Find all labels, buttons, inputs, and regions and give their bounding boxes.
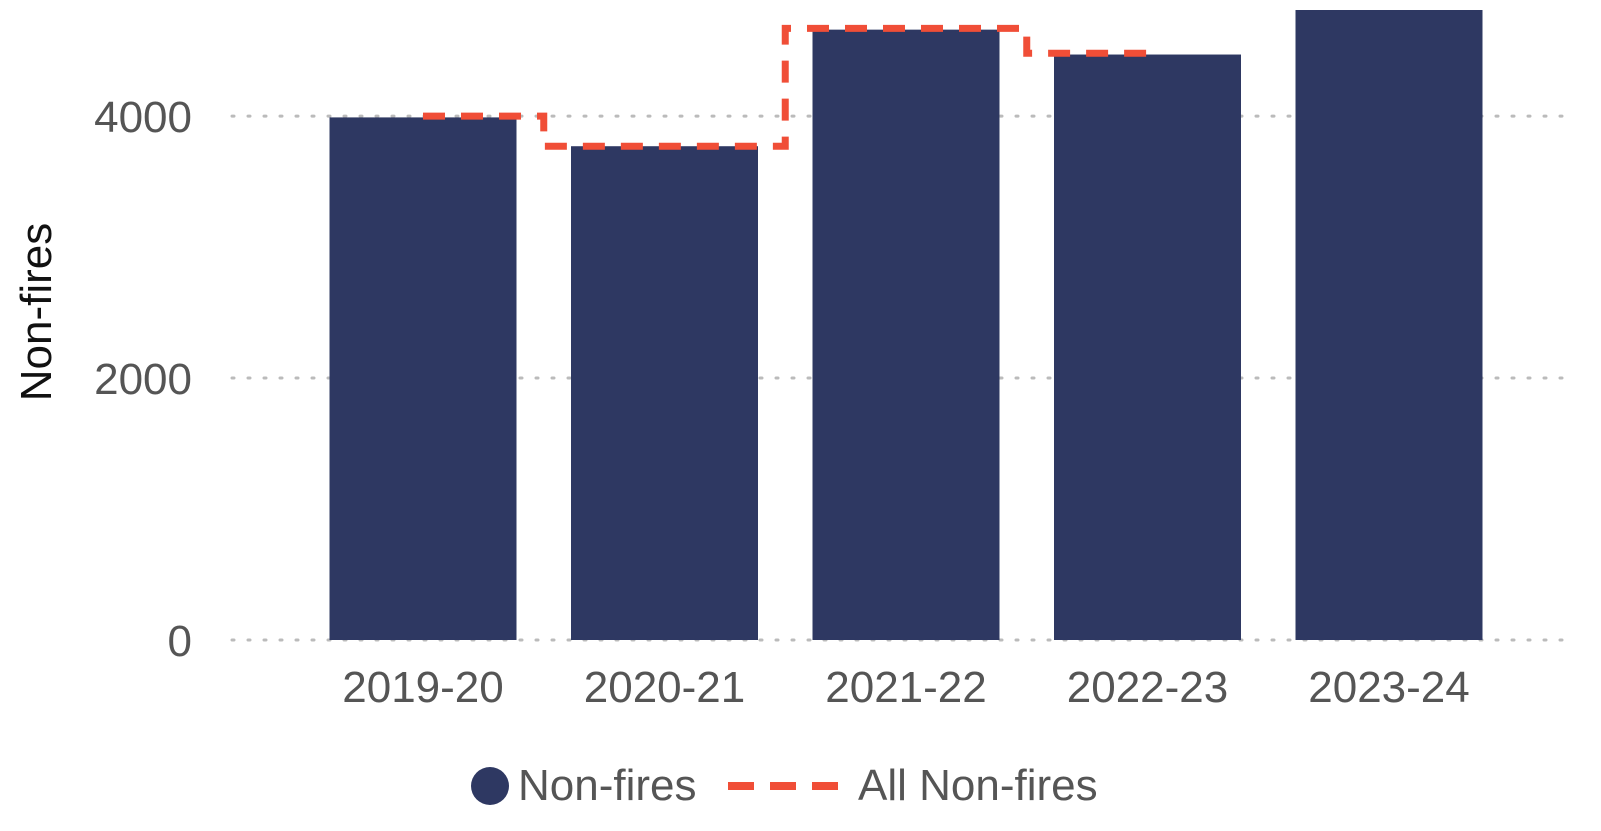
- x-tick-label: 2023-24: [1308, 663, 1469, 712]
- bar-2020-21: [571, 146, 758, 640]
- legend: Non-fires All Non-fires: [471, 761, 1098, 810]
- bar-2022-23: [1054, 54, 1241, 640]
- x-tick-label: 2021-22: [825, 663, 986, 712]
- y-tick-label: 2000: [94, 355, 192, 404]
- legend-label-all-non-fires: All Non-fires: [858, 761, 1098, 810]
- x-tick-label: 2019-20: [342, 663, 503, 712]
- x-axis-ticks: 2019-20 2020-21 2021-22 2022-23 2023-24: [342, 663, 1469, 712]
- bar-2019-20: [329, 117, 517, 640]
- y-axis-title: Non-fires: [12, 223, 61, 402]
- x-tick-label: 2022-23: [1067, 663, 1228, 712]
- all-non-fires-step-line: [423, 24, 1148, 150]
- y-axis-ticks: 0 2000 4000: [94, 93, 192, 666]
- legend-swatch-non-fires: [471, 767, 509, 805]
- x-tick-label: 2020-21: [584, 663, 745, 712]
- all-non-fires-line: [423, 24, 1148, 150]
- bar-2023-24: [1295, 10, 1483, 640]
- y-tick-label: 0: [168, 617, 192, 666]
- bar-2021-22: [812, 29, 1000, 641]
- bars: [329, 10, 1483, 641]
- y-tick-label: 4000: [94, 93, 192, 142]
- legend-label-non-fires: Non-fires: [518, 761, 697, 810]
